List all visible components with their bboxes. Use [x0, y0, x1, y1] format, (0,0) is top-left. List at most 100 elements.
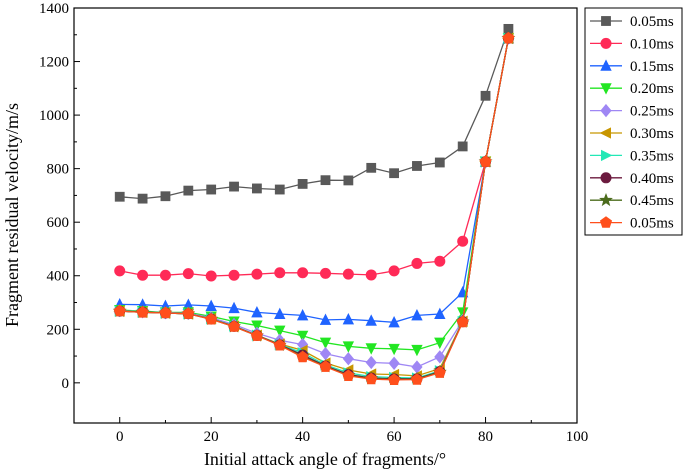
- data-point: [252, 183, 262, 194]
- y-tick-label: 800: [47, 162, 70, 178]
- data-point: [296, 308, 309, 321]
- series-group: [112, 23, 516, 386]
- data-point: [412, 161, 422, 171]
- data-point: [319, 337, 332, 350]
- legend-marker: [600, 149, 613, 162]
- x-tick-label: 60: [387, 429, 402, 445]
- data-point: [113, 304, 126, 317]
- data-point: [343, 175, 354, 186]
- data-point: [434, 350, 446, 364]
- legend-item: 0.45ms: [590, 192, 674, 209]
- data-point: [227, 320, 241, 332]
- data-point: [297, 267, 309, 279]
- legend-label: 0.40ms: [630, 171, 674, 187]
- legend-item: 0.10ms: [590, 36, 674, 52]
- data-point: [342, 268, 354, 280]
- series-6: [113, 32, 514, 382]
- data-point: [365, 343, 377, 355]
- legend-item: 0.25ms: [590, 104, 674, 120]
- y-tick-label: 0: [62, 376, 70, 392]
- series-8: [114, 32, 514, 385]
- data-point: [319, 346, 332, 361]
- x-tick-label: 20: [204, 429, 219, 445]
- x-tick-label: 40: [295, 429, 310, 445]
- data-point: [251, 320, 263, 332]
- series-9: [112, 30, 516, 386]
- data-point: [319, 360, 332, 372]
- legend-label: 0.10ms: [630, 36, 674, 52]
- legend-marker: [600, 37, 612, 49]
- y-tick-label: 1400: [39, 1, 69, 17]
- data-point: [159, 269, 171, 281]
- series-10: [113, 31, 515, 386]
- legend-item: 0.30ms: [590, 126, 674, 142]
- data-point: [434, 307, 446, 320]
- legend-marker: [600, 103, 612, 118]
- data-point: [206, 184, 217, 195]
- x-tick-label: 0: [116, 429, 124, 445]
- legend-label: 0.30ms: [630, 126, 674, 142]
- data-point: [388, 343, 400, 356]
- data-point: [319, 313, 332, 325]
- legend-label: 0.35ms: [630, 148, 674, 164]
- data-point: [434, 157, 445, 168]
- data-point: [319, 267, 331, 279]
- x-tick-label: 80: [478, 429, 493, 445]
- data-point: [205, 270, 217, 282]
- data-point: [114, 191, 125, 202]
- data-point: [389, 168, 399, 179]
- data-point: [229, 181, 239, 192]
- series-line: [119, 38, 510, 380]
- data-point: [228, 269, 240, 281]
- legend-item: 0.05ms: [590, 216, 674, 232]
- data-point: [296, 350, 309, 363]
- data-point: [320, 175, 331, 186]
- legend-marker: [600, 172, 612, 184]
- legend-label: 0.05ms: [630, 216, 674, 232]
- series-line: [119, 38, 510, 351]
- data-point: [411, 308, 423, 321]
- data-point: [274, 325, 286, 337]
- data-point: [457, 235, 469, 247]
- data-point: [456, 315, 469, 328]
- data-point: [434, 255, 446, 267]
- data-point: [342, 341, 355, 353]
- y-tick-label: 1000: [39, 108, 69, 124]
- data-point: [434, 337, 446, 350]
- legend-item: 0.15ms: [590, 59, 674, 75]
- data-point: [114, 265, 126, 277]
- data-point: [480, 90, 491, 101]
- x-tick-label: 100: [566, 429, 589, 445]
- data-point: [182, 268, 194, 280]
- data-point: [388, 373, 401, 386]
- legend-item: 0.35ms: [590, 148, 674, 164]
- data-point: [410, 373, 424, 385]
- data-point: [159, 306, 172, 319]
- legend-marker: [599, 216, 613, 228]
- series-line: [119, 38, 510, 379]
- legend-marker: [601, 16, 611, 26]
- legend-label: 0.15ms: [630, 59, 674, 75]
- data-point: [342, 313, 355, 325]
- series-3: [114, 31, 515, 328]
- data-point: [250, 329, 263, 341]
- series-2: [114, 32, 514, 282]
- legend-marker: [599, 127, 612, 139]
- legend-items: 0.05ms 0.10ms 0.15ms 0.20ms 0.25ms 0.30ms 0.35…: [590, 14, 674, 232]
- series-line: [119, 28, 510, 200]
- legend-item: 0.05ms: [590, 14, 674, 30]
- data-point: [296, 330, 309, 343]
- data-point: [251, 306, 263, 318]
- legend-label: 0.25ms: [630, 104, 674, 120]
- series-1: [114, 23, 514, 204]
- data-point: [137, 269, 149, 281]
- data-point: [365, 269, 377, 281]
- legend-item: 0.40ms: [590, 171, 674, 187]
- data-point: [251, 268, 263, 280]
- series-line: [119, 38, 510, 277]
- legend-marker: [600, 59, 612, 71]
- data-point: [136, 306, 149, 318]
- y-tick-label: 400: [47, 269, 70, 285]
